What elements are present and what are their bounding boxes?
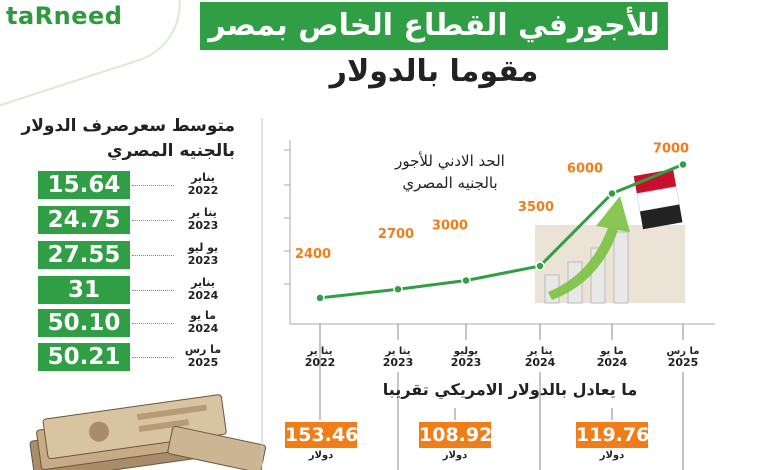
x-tick-year: 2023	[383, 356, 414, 369]
usd-unit: دولار	[285, 450, 357, 461]
chart-title: الحد الادني للأجور بالجنيه المصري	[370, 150, 530, 194]
wage-point	[462, 277, 470, 285]
x-tick-year: 2024	[597, 356, 628, 369]
x-tick-year: 2025	[668, 356, 699, 369]
wage-value-label: 6000	[567, 162, 603, 177]
wage-value-label: 7000	[653, 142, 689, 157]
usd-value: 153.46	[285, 422, 357, 448]
wage-point	[316, 294, 324, 302]
usd-heading: ما يعادل بالدولار الامريكي تقريبا	[380, 380, 640, 399]
wage-point	[679, 161, 687, 169]
usd-unit: دولار	[419, 450, 491, 461]
chart-illustration	[535, 169, 685, 303]
wage-point	[608, 190, 616, 198]
wage-value-label: 3500	[518, 200, 554, 215]
wage-point	[394, 285, 402, 293]
x-tick-year: 2024	[525, 356, 556, 369]
wage-value-label: 2400	[295, 247, 331, 262]
wage-point	[536, 262, 544, 270]
chart-title-line2: بالجنيه المصري	[370, 172, 530, 194]
wage-value-label: 3000	[432, 219, 468, 234]
usd-value: 108.92	[419, 422, 491, 448]
usd-unit: دولار	[576, 450, 648, 461]
x-tick-year: 2023	[451, 356, 482, 369]
wage-value-label: 2700	[378, 227, 414, 242]
chart-title-line1: الحد الادني للأجور	[370, 150, 530, 172]
usd-value: 119.76	[576, 422, 648, 448]
